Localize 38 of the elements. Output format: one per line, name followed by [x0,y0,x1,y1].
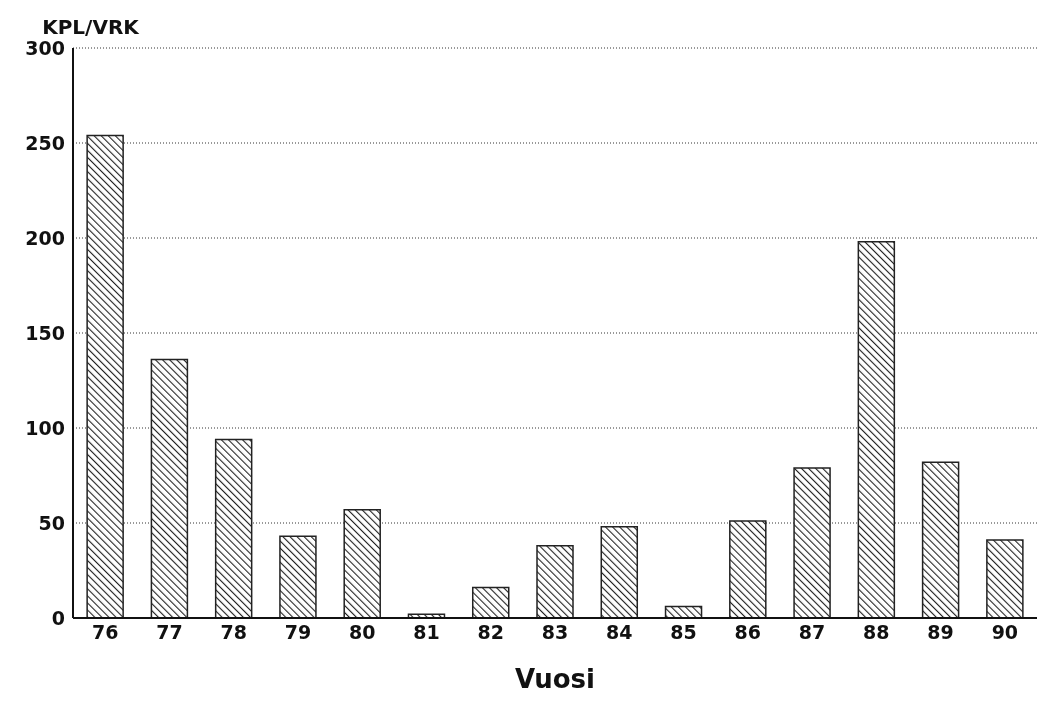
bar [729,520,767,618]
bar [664,605,703,618]
bar [471,586,510,618]
y-tick-label: 250 [25,131,65,154]
x-tick-label: 86 [734,621,762,644]
x-tick-label: 89 [927,621,954,644]
y-tick-label: 150 [25,321,65,344]
x-tick-label: 76 [91,621,119,644]
bar [600,526,639,618]
x-tick-label: 79 [284,621,312,644]
bar [793,467,831,618]
x-tick-label: 81 [413,621,440,644]
y-tick-label: 200 [25,226,65,249]
x-axis-title: Vuosi [515,664,595,694]
x-tick-label: 87 [798,621,826,644]
x-tick-label: 90 [991,621,1019,644]
y-tick-label: 0 [51,606,65,629]
bar [214,438,253,618]
x-tick-label: 78 [220,621,247,644]
bar [857,241,896,618]
x-tick-label: 83 [541,621,569,644]
x-tick-label: 77 [156,621,183,644]
bar [343,508,381,618]
bar [279,535,317,618]
y-axis-title: KPL/VRK [42,15,141,39]
y-tick-label: 50 [38,511,65,534]
y-tick-label: 300 [25,36,65,59]
bar [150,358,189,618]
bar [536,545,574,618]
x-tick-label: 85 [670,621,697,644]
x-tick-label: 82 [477,621,504,644]
bar [921,461,960,618]
x-tick-label: 88 [863,621,890,644]
x-tick-label: 84 [606,621,633,644]
bar [86,134,124,618]
x-tick-label: 80 [348,621,376,644]
bar [986,539,1024,618]
y-tick-label: 100 [25,416,65,439]
